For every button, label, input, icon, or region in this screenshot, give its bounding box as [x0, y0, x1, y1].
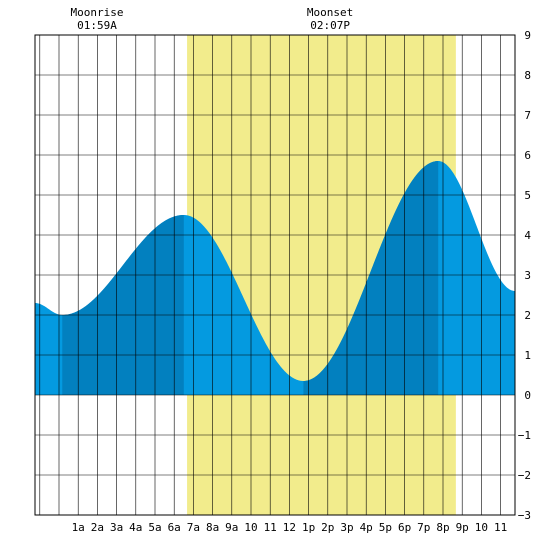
moonset-time: 02:07P — [310, 19, 350, 32]
x-tick-label: 10 — [244, 521, 257, 534]
y-tick-label: 6 — [524, 149, 531, 162]
x-tick-label: 7a — [187, 521, 200, 534]
y-tick-label: 3 — [524, 269, 531, 282]
x-tick-label: 4a — [129, 521, 142, 534]
moon-annotations: Moonrise 01:59A Moonset 02:07P — [71, 6, 354, 32]
x-tick-label: 1p — [302, 521, 315, 534]
grid-layer — [34, 34, 516, 516]
x-tick-label: 5a — [148, 521, 161, 534]
x-tick-label: 12 — [283, 521, 296, 534]
moonset-label: Moonset — [307, 6, 353, 19]
y-tick-label: 4 — [524, 229, 531, 242]
x-axis-labels: 1a 2a 3a 4a 5a 6a 7a 8a 9a 10 11 12 1p 2p 3p 4p 5p 6p 7p 8p… — [72, 521, 508, 534]
x-tick-label: 6p — [398, 521, 411, 534]
y-tick-label: 2 — [524, 309, 531, 322]
y-tick-label: 8 — [524, 69, 531, 82]
x-tick-label: 6a — [168, 521, 181, 534]
x-tick-label: 3p — [340, 521, 353, 534]
x-tick-label: 11 — [264, 521, 277, 534]
x-tick-label: 2p — [321, 521, 334, 534]
x-tick-label: 9p — [456, 521, 469, 534]
tide-rising-segment — [62, 215, 184, 395]
x-tick-label: 2a — [91, 521, 104, 534]
y-tick-label: 0 — [524, 389, 531, 402]
x-tick-label: 5p — [379, 521, 392, 534]
y-tick-label: −1 — [518, 429, 531, 442]
x-tick-label: 8p — [436, 521, 449, 534]
y-tick-label: −2 — [518, 469, 531, 482]
y-tick-label: 1 — [524, 349, 531, 362]
y-axis-labels: 9 8 7 6 5 4 3 2 1 0 −1 −2 −3 — [518, 29, 532, 522]
x-tick-label: 3a — [110, 521, 123, 534]
x-tick-label: 11 — [494, 521, 507, 534]
x-tick-label: 10 — [475, 521, 488, 534]
x-tick-label: 7p — [417, 521, 430, 534]
y-tick-label: 7 — [524, 109, 531, 122]
plot-border — [34, 34, 516, 516]
x-tick-label: 1a — [72, 521, 85, 534]
y-tick-label: −3 — [518, 509, 531, 522]
x-tick-label: 4p — [360, 521, 373, 534]
y-tick-label: 9 — [524, 29, 531, 42]
x-tick-label: 9a — [225, 521, 238, 534]
moonrise-time: 01:59A — [77, 19, 117, 32]
x-tick-label: 8a — [206, 521, 219, 534]
y-tick-label: 5 — [524, 189, 531, 202]
moonrise-label: Moonrise — [71, 6, 124, 19]
